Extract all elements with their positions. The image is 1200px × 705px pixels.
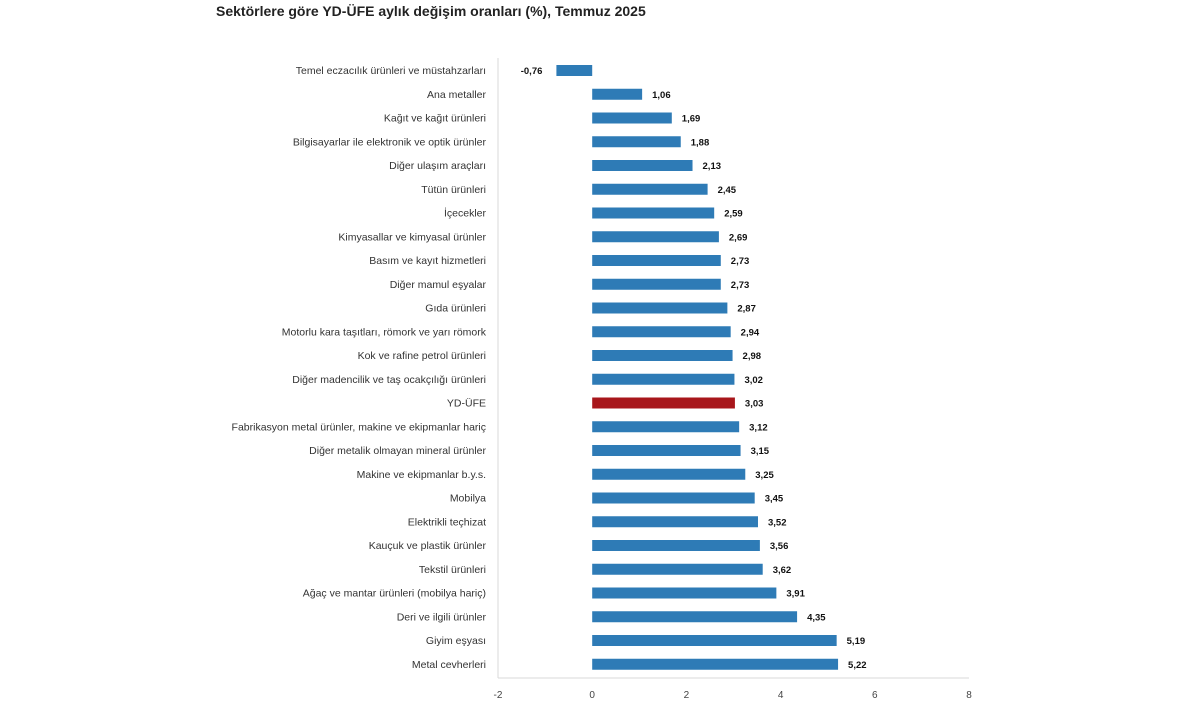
category-label: Giyim eşyası bbox=[426, 635, 486, 647]
value-label: 3,15 bbox=[751, 446, 770, 457]
category-label: Kauçuk ve plastik ürünler bbox=[369, 540, 487, 552]
value-label: 1,88 bbox=[691, 137, 710, 148]
value-label: -0,76 bbox=[521, 66, 543, 77]
category-label: Diğer mamul eşyalar bbox=[390, 279, 487, 291]
bar bbox=[592, 231, 719, 243]
bar bbox=[592, 88, 643, 100]
value-label: 3,25 bbox=[755, 470, 774, 481]
category-label: Kimyasallar ve kimyasal ürünler bbox=[338, 231, 486, 243]
category-label: Diğer metalik olmayan mineral ürünler bbox=[309, 445, 486, 457]
bar bbox=[592, 350, 733, 361]
bar bbox=[592, 492, 755, 504]
x-tick-label: 4 bbox=[778, 690, 784, 701]
bar bbox=[592, 658, 839, 670]
value-label: 5,19 bbox=[847, 636, 866, 647]
bar-highlight bbox=[592, 397, 735, 409]
x-tick-label: 2 bbox=[684, 690, 690, 701]
category-label: Basım ve kayıt hizmetleri bbox=[369, 255, 486, 267]
value-label: 2,73 bbox=[731, 280, 750, 291]
axis-layer: -2 0 2 4 6 8 bbox=[494, 58, 972, 701]
x-tick-label: 0 bbox=[589, 690, 595, 701]
bar bbox=[592, 373, 735, 385]
value-label: 2,59 bbox=[724, 209, 743, 220]
value-label: 5,22 bbox=[848, 660, 867, 671]
value-label: 3,12 bbox=[749, 422, 768, 433]
category-label: İçecekler bbox=[444, 207, 487, 220]
bar bbox=[592, 278, 721, 290]
bar bbox=[556, 65, 593, 76]
category-label: Fabrikasyon metal ürünler, makine ve eki… bbox=[232, 421, 486, 433]
category-label: Bilgisayarlar ile elektronik ve optik ür… bbox=[293, 136, 487, 148]
labels-layer: Temel eczacılık ürünleri ve müstahzarlar… bbox=[232, 65, 867, 671]
category-label: Deri ve ilgili ürünler bbox=[397, 611, 487, 623]
bar bbox=[592, 445, 741, 456]
category-label: Gıda ürünleri bbox=[425, 303, 486, 315]
value-label: 2,98 bbox=[743, 351, 762, 362]
category-label: Tekstil ürünleri bbox=[419, 564, 486, 576]
category-label: Temel eczacılık ürünleri ve müstahzarlar… bbox=[296, 65, 486, 77]
category-label: Kağıt ve kağıt ürünleri bbox=[384, 113, 486, 125]
value-label: 1,69 bbox=[682, 114, 701, 125]
category-label: Metal cevherleri bbox=[412, 659, 486, 671]
bar bbox=[592, 160, 693, 171]
bar bbox=[592, 112, 672, 124]
value-label: 3,62 bbox=[773, 565, 792, 576]
x-tick-label: 8 bbox=[966, 690, 972, 701]
value-label: 2,87 bbox=[737, 304, 756, 315]
category-label: Diğer ulaşım araçları bbox=[389, 160, 486, 172]
value-label: 2,45 bbox=[718, 185, 737, 196]
category-label: Motorlu kara taşıtları, römork ve yarı r… bbox=[282, 326, 487, 338]
category-label: Tütün ürünleri bbox=[421, 184, 486, 196]
bar bbox=[592, 255, 721, 266]
value-label: 2,94 bbox=[741, 327, 760, 338]
bar bbox=[592, 302, 728, 314]
category-label: Diğer madencilik ve taş ocakçılığı ürünl… bbox=[292, 374, 486, 386]
value-label: 3,03 bbox=[745, 399, 764, 410]
bar bbox=[592, 516, 758, 528]
bar bbox=[592, 207, 715, 219]
category-label: Kok ve rafine petrol ürünleri bbox=[358, 350, 486, 362]
value-label: 4,35 bbox=[807, 612, 826, 623]
bars-layer bbox=[556, 65, 839, 670]
category-label: Ana metaller bbox=[427, 89, 486, 101]
value-label: 3,02 bbox=[744, 375, 763, 386]
bar bbox=[592, 611, 798, 623]
category-label: Elektrikli teçhizat bbox=[408, 516, 486, 528]
value-label: 3,52 bbox=[768, 517, 787, 528]
bar bbox=[592, 468, 746, 480]
bar bbox=[592, 183, 708, 195]
x-tick-label: 6 bbox=[872, 690, 878, 701]
bar bbox=[592, 326, 731, 338]
bar bbox=[592, 540, 760, 551]
value-label: 2,73 bbox=[731, 256, 750, 267]
bar bbox=[592, 563, 763, 575]
bar bbox=[592, 635, 837, 646]
bar bbox=[592, 421, 740, 433]
chart-title: Sektörlere göre YD-ÜFE aylık değişim ora… bbox=[216, 3, 646, 19]
bar bbox=[592, 136, 681, 148]
value-label: 2,69 bbox=[729, 232, 748, 243]
x-tick-label: -2 bbox=[494, 690, 503, 701]
value-label: 3,56 bbox=[770, 541, 789, 552]
category-label: YD-ÜFE bbox=[447, 398, 486, 410]
value-label: 3,45 bbox=[765, 494, 784, 505]
bar bbox=[592, 587, 777, 599]
category-label: Mobilya bbox=[450, 493, 486, 505]
category-label: Ağaç ve mantar ürünleri (mobilya hariç) bbox=[303, 588, 486, 600]
category-label: Makine ve ekipmanlar b.y.s. bbox=[357, 469, 486, 481]
value-label: 3,91 bbox=[786, 589, 805, 600]
value-label: 2,13 bbox=[703, 161, 722, 172]
value-label: 1,06 bbox=[652, 90, 671, 101]
